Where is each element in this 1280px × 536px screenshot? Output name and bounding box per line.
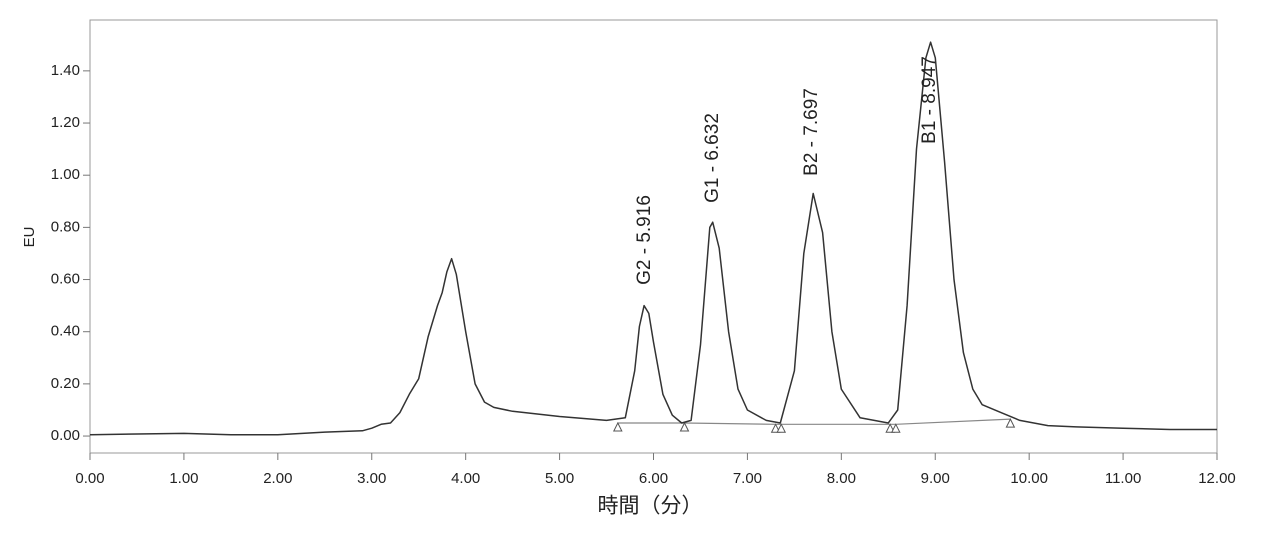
peak-label: B1 - 8.947	[919, 56, 940, 144]
baseline-marker	[1005, 417, 1016, 428]
x-tick-label: 0.00	[75, 470, 104, 487]
x-tick-label: 8.00	[827, 470, 856, 487]
y-tick-label: 0.80	[51, 218, 80, 235]
y-axis-label: EU	[21, 227, 38, 248]
baseline-marker	[890, 423, 901, 433]
baseline-marker	[679, 421, 690, 432]
peak-label: G1 - 6.632	[702, 113, 723, 203]
x-tick-label: 12.00	[1198, 470, 1236, 487]
x-axis-label: 時間（分）	[598, 495, 703, 518]
y-tick-label: 0.60	[51, 271, 80, 288]
x-tick-label: 2.00	[263, 470, 292, 487]
baseline-marker	[885, 423, 895, 433]
x-tick-label: 3.00	[357, 470, 386, 487]
baseline-marker	[776, 423, 787, 433]
peak-label: G2 - 5.916	[634, 195, 655, 285]
x-tick-label: 5.00	[545, 470, 574, 487]
x-tick-label: 10.00	[1010, 470, 1048, 487]
x-tick-label: 6.00	[639, 470, 668, 487]
x-tick-label: 9.00	[921, 470, 950, 487]
y-tick-label: 1.40	[51, 62, 80, 79]
y-tick-label: 0.00	[51, 427, 80, 444]
chromatogram-trace	[89, 41, 1217, 436]
y-tick-label: 0.40	[51, 323, 80, 340]
integration-baseline	[617, 418, 1011, 425]
x-tick-label: 1.00	[169, 470, 198, 487]
y-tick-label: 1.20	[51, 114, 80, 131]
x-tick-label: 7.00	[733, 470, 762, 487]
peak-label: B2 - 7.697	[801, 88, 822, 176]
x-tick-label: 4.00	[451, 470, 480, 487]
baseline-marker	[613, 421, 623, 432]
x-tick-label: 11.00	[1105, 470, 1141, 487]
baseline-marker	[770, 423, 781, 433]
y-tick-label: 0.20	[51, 375, 80, 392]
y-tick-label: 1.00	[51, 166, 80, 183]
